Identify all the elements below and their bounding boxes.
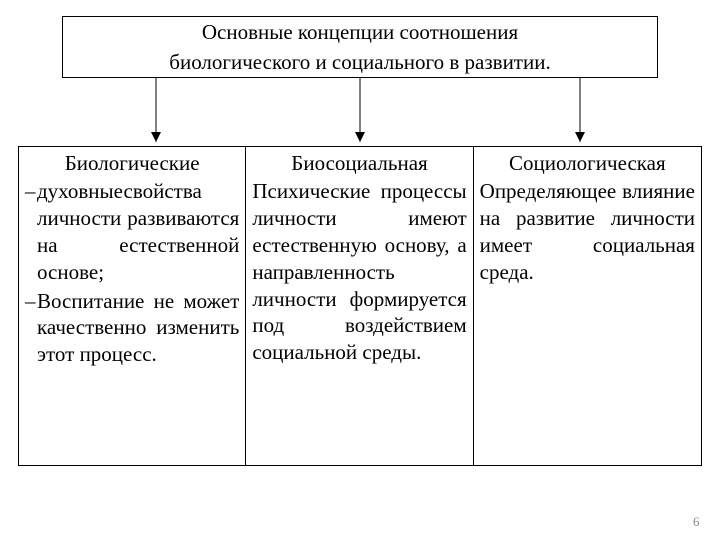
- list-item: Воспитание не может качественно изменить…: [37, 288, 239, 369]
- column-body: Определяющее влияние на развитие личност…: [480, 178, 695, 286]
- page-number: 6: [693, 514, 700, 530]
- column-body: духовныесвойства личности развиваются на…: [25, 178, 239, 368]
- table-column: Биологическиедуховныесвойства личности р…: [19, 147, 246, 465]
- list-item: духовныесвойства личности развиваются на…: [37, 178, 239, 286]
- column-body: Психические процессы личности имеют есте…: [252, 178, 466, 366]
- table-column: СоциологическаяОпределяющее влияние на р…: [474, 147, 701, 465]
- concept-table: Биологическиедуховныесвойства личности р…: [18, 146, 702, 466]
- column-header: Биологические: [25, 151, 239, 176]
- table-column: БиосоциальнаяПсихические процессы личнос…: [246, 147, 473, 465]
- column-header: Социологическая: [480, 151, 695, 176]
- column-header: Биосоциальная: [252, 151, 466, 176]
